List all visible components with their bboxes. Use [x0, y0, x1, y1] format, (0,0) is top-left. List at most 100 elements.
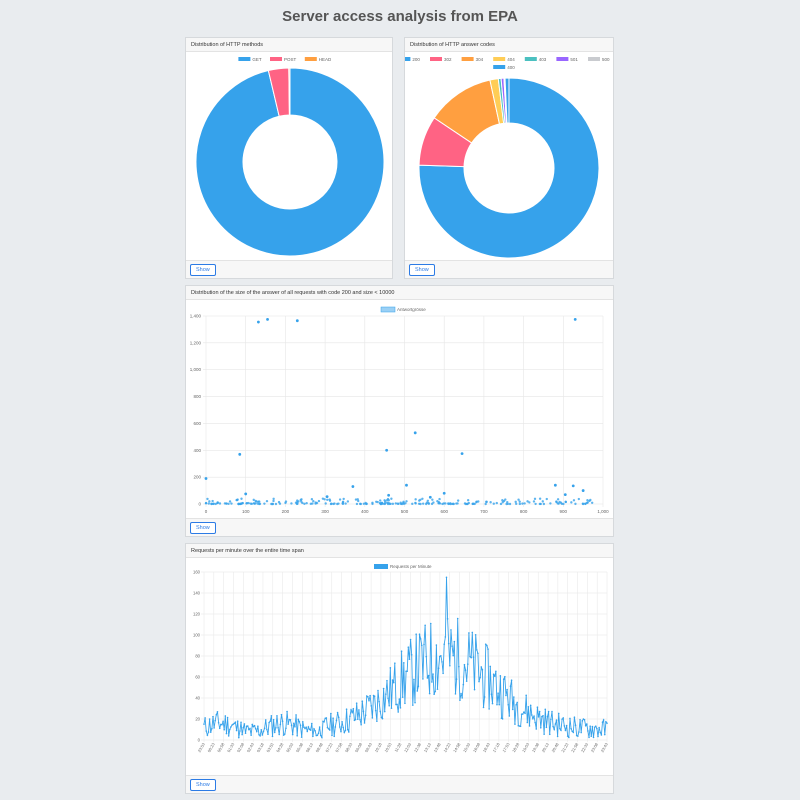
line-point — [550, 718, 552, 721]
line-point — [578, 731, 580, 733]
line-point — [398, 698, 401, 700]
legend-label-HEAD: HEAD — [319, 57, 332, 62]
line-point — [244, 732, 247, 735]
x-tick-label: 23:43 — [600, 741, 610, 753]
line-point — [273, 731, 276, 734]
scatter-point — [263, 502, 266, 505]
scatter-point — [414, 498, 417, 501]
line-point — [468, 632, 470, 634]
line-point — [258, 733, 260, 736]
line-point — [396, 703, 398, 706]
line-point — [312, 735, 314, 738]
line-point — [349, 715, 351, 718]
line-point — [462, 683, 465, 686]
line-point — [460, 692, 462, 695]
answer-size-footer: Show — [186, 518, 613, 536]
x-tick-label: 20:13 — [541, 741, 551, 753]
line-point — [227, 735, 230, 737]
scatter-point — [541, 500, 544, 503]
line-point — [237, 736, 240, 739]
line-point — [374, 709, 377, 712]
line-point — [307, 726, 310, 728]
line-point — [515, 704, 517, 706]
line-point — [291, 733, 294, 736]
line-point — [406, 670, 408, 673]
answer-size-scatter-chart: Antwortgrösse 0 100 200 300 400 500 600 700 800 90… — [190, 306, 609, 514]
scatter-point — [256, 502, 259, 505]
line-point — [267, 733, 269, 736]
line-point — [596, 727, 598, 730]
line-point — [367, 696, 369, 698]
line-point — [214, 719, 217, 722]
line-point — [514, 723, 516, 725]
line-point — [450, 629, 452, 631]
line-point — [377, 689, 379, 692]
x-tick-label: 14:23 — [442, 741, 452, 753]
line-point — [488, 708, 490, 710]
scatter-point — [257, 500, 260, 503]
line-point — [359, 718, 361, 721]
line-point — [417, 685, 420, 688]
requests-per-minute-line-chart: Requests per Minute 0 20 40 60 80 100 120 140 160… — [193, 564, 610, 753]
line-point — [319, 734, 322, 737]
line-point — [395, 703, 397, 706]
scatter-point — [419, 502, 422, 506]
x-tick-label: 03:53 — [265, 741, 275, 753]
line-point — [262, 730, 265, 733]
line-point — [506, 688, 508, 691]
scatter-point — [240, 497, 243, 500]
scatter-point — [431, 498, 434, 501]
line-point — [557, 712, 560, 715]
line-point — [358, 709, 360, 711]
scatter-point — [216, 501, 219, 504]
line-point — [331, 734, 333, 737]
scatter-point — [252, 498, 255, 502]
line-point — [497, 692, 499, 695]
line-point — [278, 733, 281, 736]
x-tick-label: 17:18 — [491, 741, 501, 753]
scatter-point — [271, 502, 274, 506]
show-button[interactable]: Show — [190, 522, 216, 534]
y-tick-label: 140 — [193, 591, 201, 596]
line-point — [584, 724, 587, 727]
scatter-point — [421, 502, 425, 505]
line-point — [404, 702, 406, 705]
http-methods-donut-chart: GET POST HEAD — [195, 57, 385, 257]
scatter-point — [570, 501, 573, 504]
legend-swatch — [380, 306, 396, 313]
line-point — [542, 714, 544, 717]
scatter-point — [534, 502, 537, 506]
scatter-point — [528, 501, 531, 504]
scatter-point — [586, 498, 589, 502]
legend-swatch-302 — [430, 57, 442, 61]
line-point — [599, 731, 602, 734]
line-point — [290, 724, 293, 727]
show-button[interactable]: Show — [190, 779, 216, 791]
show-button[interactable]: Show — [409, 264, 435, 276]
line-point — [509, 685, 512, 687]
line-point — [565, 724, 568, 727]
scatter-point — [421, 497, 424, 500]
x-tick-label: 07:58 — [334, 741, 344, 753]
legend-label: Requests per Minute — [390, 564, 432, 569]
scatter-point — [300, 498, 303, 501]
show-button[interactable]: Show — [190, 264, 216, 276]
line-point — [289, 718, 292, 721]
scatter-point — [532, 500, 536, 503]
line-point — [217, 721, 220, 724]
scatter-point — [317, 499, 321, 503]
scatter-point — [572, 499, 576, 502]
scatter-point — [456, 499, 460, 502]
y-tick-label: 800 — [193, 394, 201, 399]
line-point — [364, 714, 367, 716]
line-point — [523, 711, 525, 713]
line-point — [424, 624, 426, 627]
scatter-point — [573, 317, 577, 321]
scatter-point — [321, 497, 325, 500]
scatter-point — [312, 500, 315, 503]
line-point — [370, 705, 373, 707]
scatter-point — [311, 502, 314, 505]
scatter-point — [555, 500, 558, 504]
line-point — [208, 718, 211, 720]
line-point — [399, 707, 402, 709]
